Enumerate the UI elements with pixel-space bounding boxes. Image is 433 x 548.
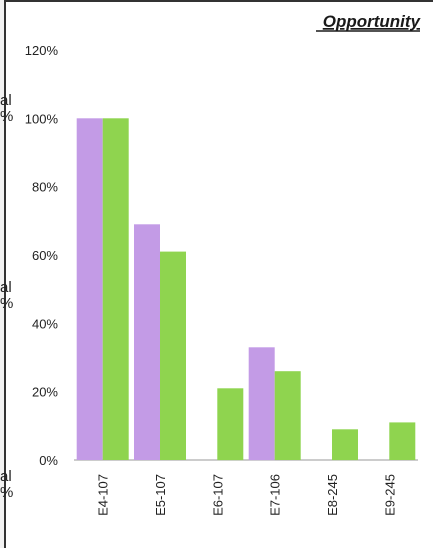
left-cutoff-fragment: al <box>0 92 12 109</box>
bar <box>102 118 129 461</box>
page-edge <box>0 0 4 548</box>
bar <box>274 371 301 460</box>
x-tick-label: E8-245 <box>325 474 340 516</box>
bar <box>76 118 103 461</box>
y-tick-label: 80% <box>32 180 58 195</box>
x-tick-label: E9-245 <box>382 474 397 516</box>
bar <box>389 422 416 460</box>
left-cutoff-fragment: % <box>0 295 14 312</box>
y-tick-label: 120% <box>25 43 59 58</box>
y-tick-label: 60% <box>32 248 58 263</box>
left-cutoff-fragment: % <box>0 484 14 501</box>
left-cutoff-fragment: al <box>0 279 12 296</box>
x-tick-label: E5-107 <box>153 474 168 516</box>
left-cutoff-fragment: al <box>0 468 12 485</box>
bar <box>248 347 275 461</box>
frame-top-border <box>4 0 433 2</box>
bar <box>160 251 186 460</box>
y-tick-label: 0% <box>39 453 58 468</box>
bar <box>332 429 358 461</box>
chart-title: Opportunity <box>323 12 422 31</box>
x-tick-labels: E4-107 E5-107 E6-107 E7-106 E8-245 E9-245 <box>96 474 398 516</box>
bars-group <box>76 118 416 461</box>
x-tick-label: E7-106 <box>268 474 283 516</box>
bar <box>134 224 160 460</box>
x-tick-label: E4-107 <box>96 474 111 516</box>
y-tick-label: 20% <box>32 385 58 400</box>
y-tick-labels: 0% 20% 40% 60% 80% 100% 120% <box>25 43 59 468</box>
frame-left-border <box>4 0 6 548</box>
y-tick-label: 40% <box>32 316 58 331</box>
bar <box>217 388 244 461</box>
left-cutoff-fragment: % <box>0 108 14 125</box>
y-tick-label: 100% <box>25 111 59 126</box>
x-tick-label: E6-107 <box>210 474 225 516</box>
